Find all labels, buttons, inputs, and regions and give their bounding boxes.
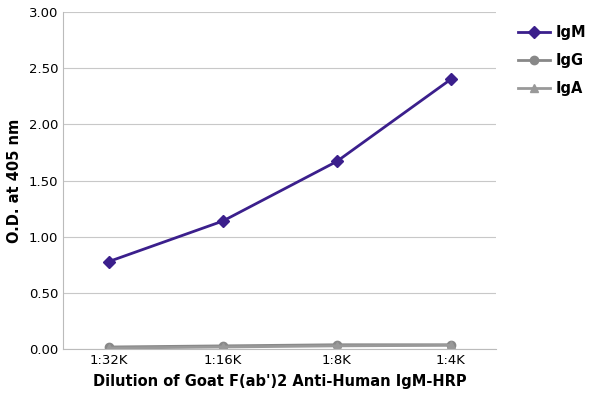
- X-axis label: Dilution of Goat F(ab')2 Anti-Human IgM-HRP: Dilution of Goat F(ab')2 Anti-Human IgM-…: [93, 374, 467, 389]
- Line: IgA: IgA: [104, 341, 455, 352]
- IgA: [333, 343, 340, 348]
- IgM: [447, 77, 454, 82]
- Y-axis label: O.D. at 405 nm: O.D. at 405 nm: [7, 118, 22, 243]
- IgM: [333, 159, 340, 164]
- IgA: [105, 346, 112, 350]
- IgG: [333, 343, 340, 347]
- Legend: IgM, IgG, IgA: IgM, IgG, IgA: [512, 19, 592, 102]
- IgA: [447, 343, 454, 348]
- IgA: [219, 345, 226, 349]
- Line: IgM: IgM: [104, 75, 455, 266]
- IgM: [105, 259, 112, 264]
- IgG: [447, 343, 454, 347]
- IgG: [219, 343, 226, 348]
- Line: IgG: IgG: [104, 341, 455, 351]
- IgG: [105, 345, 112, 349]
- IgM: [219, 219, 226, 223]
